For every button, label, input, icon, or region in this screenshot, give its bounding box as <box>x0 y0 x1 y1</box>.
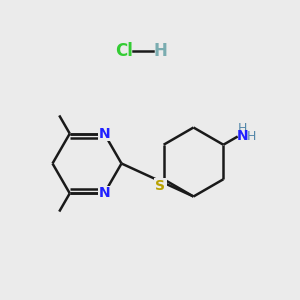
Text: Cl: Cl <box>116 42 134 60</box>
Text: S: S <box>155 179 166 193</box>
Text: N: N <box>98 127 110 141</box>
Text: N: N <box>236 130 248 143</box>
Text: H: H <box>247 130 256 143</box>
Text: H: H <box>238 122 247 136</box>
Text: H: H <box>154 42 167 60</box>
Text: N: N <box>98 186 110 200</box>
